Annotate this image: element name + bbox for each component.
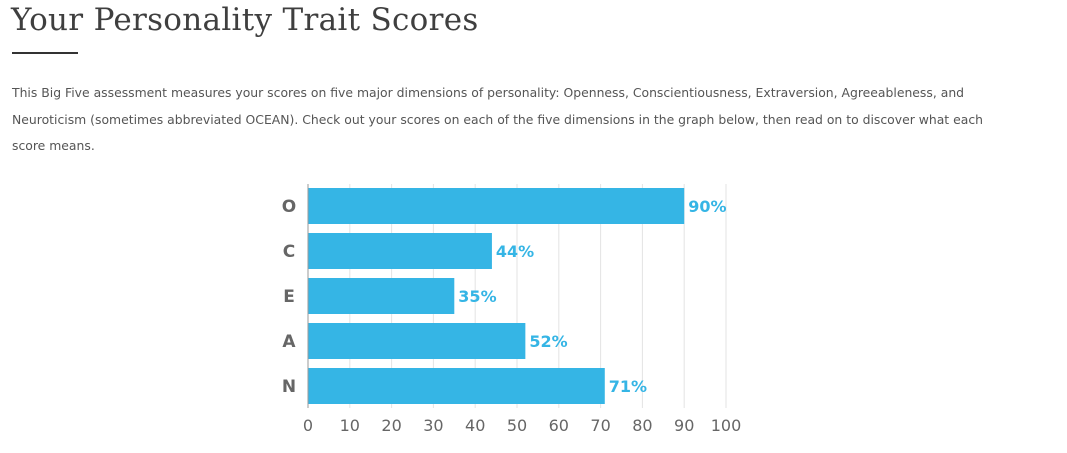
x-tick-label: 60 <box>549 416 569 435</box>
chart-bars <box>308 188 685 404</box>
value-label-o: 90% <box>688 197 726 216</box>
x-tick-label: 80 <box>632 416 652 435</box>
x-tick-label: 90 <box>674 416 694 435</box>
x-tick-label: 20 <box>381 416 401 435</box>
bar-c <box>308 233 492 269</box>
x-tick-label: 50 <box>507 416 527 435</box>
bar-n <box>308 368 605 404</box>
chart-value-labels: 90% 44% 35% 52% 71% <box>458 197 726 396</box>
value-label-n: 71% <box>609 377 647 396</box>
x-tick-label: 10 <box>340 416 360 435</box>
chart-tick-labels: 0 10 20 30 40 50 60 70 80 90 100 <box>303 416 741 435</box>
x-tick-label: 40 <box>465 416 485 435</box>
bar-e <box>308 278 455 314</box>
category-label-e: E <box>283 287 295 307</box>
title-underline <box>12 52 78 54</box>
value-label-c: 44% <box>496 242 534 261</box>
bar-a <box>308 323 526 359</box>
x-tick-label: 0 <box>303 416 313 435</box>
value-label-e: 35% <box>458 287 496 306</box>
bar-o <box>308 188 685 224</box>
intro-paragraph: This Big Five assessment measures your s… <box>12 85 983 153</box>
category-label-o: O <box>282 197 296 217</box>
x-tick-label: 100 <box>711 416 742 435</box>
x-tick-label: 30 <box>423 416 443 435</box>
category-label-a: A <box>282 332 296 352</box>
page-title: Your Personality Trait Scores <box>11 2 479 38</box>
category-label-c: C <box>283 242 295 262</box>
chart-category-labels: O C E A N <box>282 197 297 397</box>
x-tick-label: 70 <box>590 416 610 435</box>
value-label-a: 52% <box>529 332 567 351</box>
category-label-n: N <box>282 377 296 397</box>
